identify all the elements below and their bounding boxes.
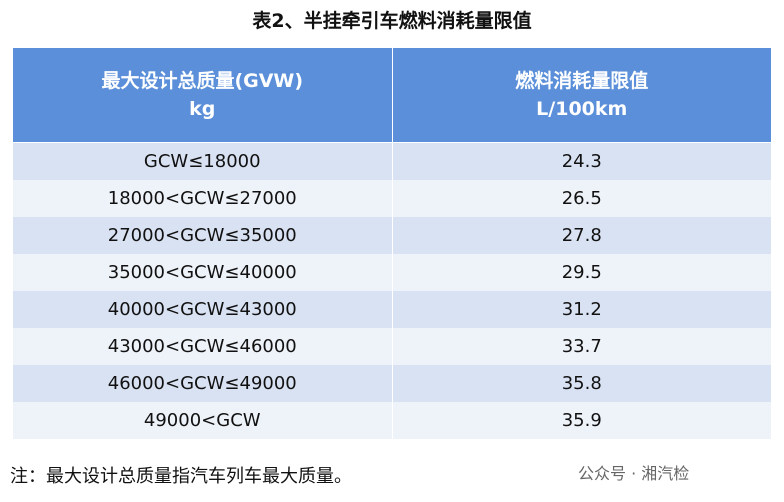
cell: 31.2: [391, 291, 772, 328]
row: GCW≤18000 24.3: [12, 142, 772, 180]
header-line: kg: [189, 98, 216, 120]
cell: 27.8: [391, 217, 772, 254]
cell: GCW≤18000: [12, 142, 393, 180]
header-row: 最大设计总质量(GVW) kg 燃料消耗量限值 L/100km: [12, 47, 772, 143]
row: 18000<GCW≤27000 26.5: [12, 180, 772, 217]
header-line: 燃料消耗量限值: [515, 70, 649, 92]
row: 27000<GCW≤35000 27.8: [12, 217, 772, 254]
watermark: 公众号 · 湘汽检: [578, 464, 690, 483]
row: 40000<GCW≤43000 31.2: [12, 291, 772, 328]
row: 46000<GCW≤49000 35.8: [12, 365, 772, 402]
cell: 46000<GCW≤49000: [12, 365, 393, 402]
cell: 33.7: [391, 328, 772, 365]
row: 49000<GCW 35.9: [12, 402, 772, 439]
cell: 49000<GCW: [12, 402, 393, 439]
header-line: 最大设计总质量(GVW): [101, 70, 304, 92]
header-cell: 燃料消耗量限值 L/100km: [391, 47, 772, 143]
cell: 35000<GCW≤40000: [12, 254, 393, 291]
cell: 24.3: [391, 142, 772, 180]
table: 最大设计总质量(GVW) kg 燃料消耗量限值 L/100km GCW≤18000 24…: [12, 47, 772, 439]
note: 注：最大设计总质量指汽车列车最大质量。: [10, 466, 352, 487]
cell: 35.9: [391, 402, 772, 439]
cell: 40000<GCW≤43000: [12, 291, 393, 328]
cell: 27000<GCW≤35000: [12, 217, 393, 254]
title: 表2、半挂牵引车燃料消耗量限值: [252, 10, 532, 32]
header-line: L/100km: [536, 98, 628, 120]
cell: 26.5: [391, 180, 772, 217]
row: 43000<GCW≤46000 33.7: [12, 328, 772, 365]
cell: 43000<GCW≤46000: [12, 328, 393, 365]
row: 35000<GCW≤40000 29.5: [12, 254, 772, 291]
cell: 35.8: [391, 365, 772, 402]
cell: 29.5: [391, 254, 772, 291]
header-cell: 最大设计总质量(GVW) kg: [12, 47, 393, 143]
cell: 18000<GCW≤27000: [12, 180, 393, 217]
